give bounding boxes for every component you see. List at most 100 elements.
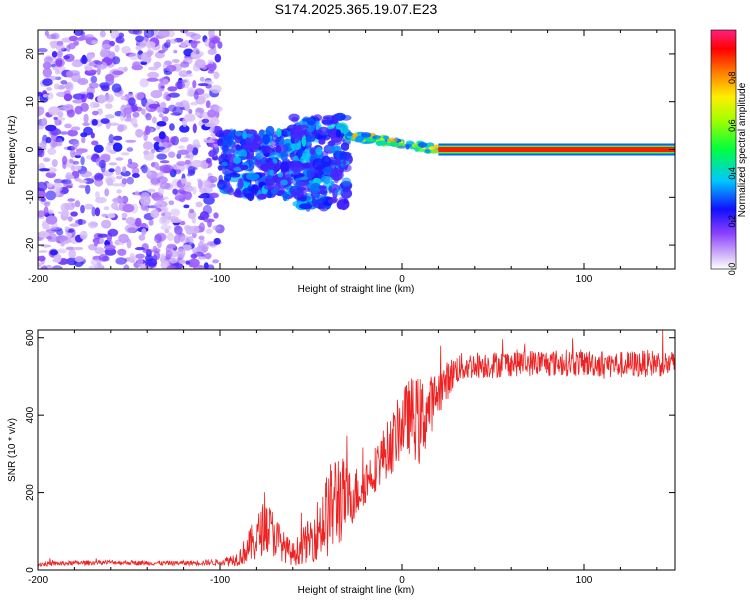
heatmap-cell xyxy=(112,56,121,65)
heatmap-cell xyxy=(127,158,133,164)
heatmap-cell xyxy=(233,167,242,172)
heatmap-cell xyxy=(78,179,88,184)
heatmap-cell xyxy=(146,77,159,82)
heatmap-cell xyxy=(180,41,187,48)
heatmap-cell xyxy=(277,190,285,195)
heatmap-cell xyxy=(290,167,301,172)
heatmap-cell xyxy=(94,247,105,255)
heatmap-cell xyxy=(280,179,288,186)
heatmap-cell xyxy=(190,33,201,40)
heatmap-cell xyxy=(59,131,69,135)
heatmap-cell xyxy=(336,157,341,165)
heatmap-cell xyxy=(360,132,372,138)
heatmap-cell xyxy=(38,262,42,268)
heatmap-cell xyxy=(131,167,140,175)
heatmap-cell xyxy=(342,160,347,165)
heatmap-cell xyxy=(91,140,99,146)
heatmap-cell xyxy=(120,112,125,122)
heatmap-cell xyxy=(92,110,99,116)
heatmap-cell xyxy=(161,215,168,223)
heatmap-cell xyxy=(223,174,232,182)
heatmap-cell xyxy=(280,151,288,162)
snr-xtick-label: -200 xyxy=(28,575,48,586)
heatmap-cell xyxy=(173,49,178,54)
heatmap-cell xyxy=(46,167,57,174)
heatmap-cell xyxy=(74,256,85,263)
colorbar: 0.0 0.2 0.4 0.6 0.8 Normalized spectral ampl… xyxy=(710,29,748,275)
heatmap-cell xyxy=(112,142,123,152)
heatmap-cell xyxy=(123,107,133,115)
heatmap-cell xyxy=(42,67,52,78)
heatmap-cell xyxy=(72,246,84,251)
heatmap-cell xyxy=(135,253,145,259)
heatmap-cell xyxy=(126,238,132,249)
heatmap-cell xyxy=(277,171,283,178)
heatmap-cell xyxy=(152,245,158,254)
heatmap-cell xyxy=(139,78,149,88)
heatmap-cell xyxy=(127,227,137,233)
heatmap-cell xyxy=(115,157,124,161)
heatmap-cell xyxy=(38,231,50,238)
heatmap-cell xyxy=(245,154,255,162)
heatmap-cell xyxy=(43,201,51,207)
heatmap-cell xyxy=(190,40,198,49)
heatmap-cell xyxy=(98,253,109,262)
heatmap-cell xyxy=(125,139,137,143)
heatmap-cell xyxy=(101,219,112,229)
heatmap-cell xyxy=(276,127,282,138)
heatmap-cell xyxy=(339,132,345,138)
heatmap-cell xyxy=(145,258,158,267)
heatmap-cell xyxy=(168,257,178,264)
heatmap-cell xyxy=(198,222,205,233)
heatmap-cell xyxy=(249,135,263,147)
heatmap-cell xyxy=(162,141,169,148)
heatmap-cell xyxy=(190,101,199,106)
heatmap-cell xyxy=(266,144,274,154)
heatmap-cell xyxy=(204,179,212,188)
heatmap-cell xyxy=(154,234,162,244)
heatmap-cell xyxy=(46,87,52,91)
heatmap-cell xyxy=(156,153,167,160)
heatmap-cell xyxy=(103,206,110,211)
heatmap-cell xyxy=(132,173,140,178)
heatmap-cell xyxy=(40,197,46,202)
heatmap-cell xyxy=(178,79,188,83)
heatmap-cell xyxy=(169,136,176,144)
heatmap-cell xyxy=(85,184,91,195)
heatmap-cell xyxy=(140,195,151,206)
heatmap-cell xyxy=(94,61,103,65)
heatmap-cell xyxy=(168,92,180,98)
heatmap-cell xyxy=(79,230,88,240)
heatmap-cell xyxy=(101,84,110,92)
heatmap-cell xyxy=(217,164,227,171)
heatmap-cell xyxy=(298,148,303,157)
heatmap-cell xyxy=(123,264,130,269)
heatmap-cell xyxy=(143,151,155,161)
heatmap-cell xyxy=(166,265,177,269)
heatmap-cell xyxy=(126,147,134,152)
heatmap-cell xyxy=(115,165,121,176)
heatmap-cell xyxy=(54,57,65,68)
heatmap-cell xyxy=(255,149,264,160)
heatmap-cell xyxy=(48,209,54,215)
heatmap-cell xyxy=(176,161,187,166)
heatmap-cell xyxy=(97,233,109,238)
heatmap-cell xyxy=(346,131,353,137)
heatmap-cell xyxy=(197,83,209,87)
heatmap-cell xyxy=(156,106,163,114)
heatmap-cell xyxy=(104,103,113,109)
heatmap-xtick-label: -100 xyxy=(210,274,230,285)
heatmap-cell xyxy=(397,143,407,147)
heatmap-ytick-label: 0 xyxy=(25,146,36,152)
heatmap-cell xyxy=(213,237,221,245)
heatmap-cell xyxy=(135,128,144,138)
heatmap-cell xyxy=(192,47,200,55)
heatmap-cell xyxy=(269,161,275,169)
heatmap-cell xyxy=(211,37,219,44)
heatmap-cell xyxy=(141,108,146,115)
heatmap-cell xyxy=(82,122,90,127)
heatmap-cell xyxy=(214,53,221,63)
heatmap-ytick-label: 20 xyxy=(25,48,36,60)
heatmap-cell xyxy=(194,59,206,69)
heatmap-cell xyxy=(424,148,431,154)
